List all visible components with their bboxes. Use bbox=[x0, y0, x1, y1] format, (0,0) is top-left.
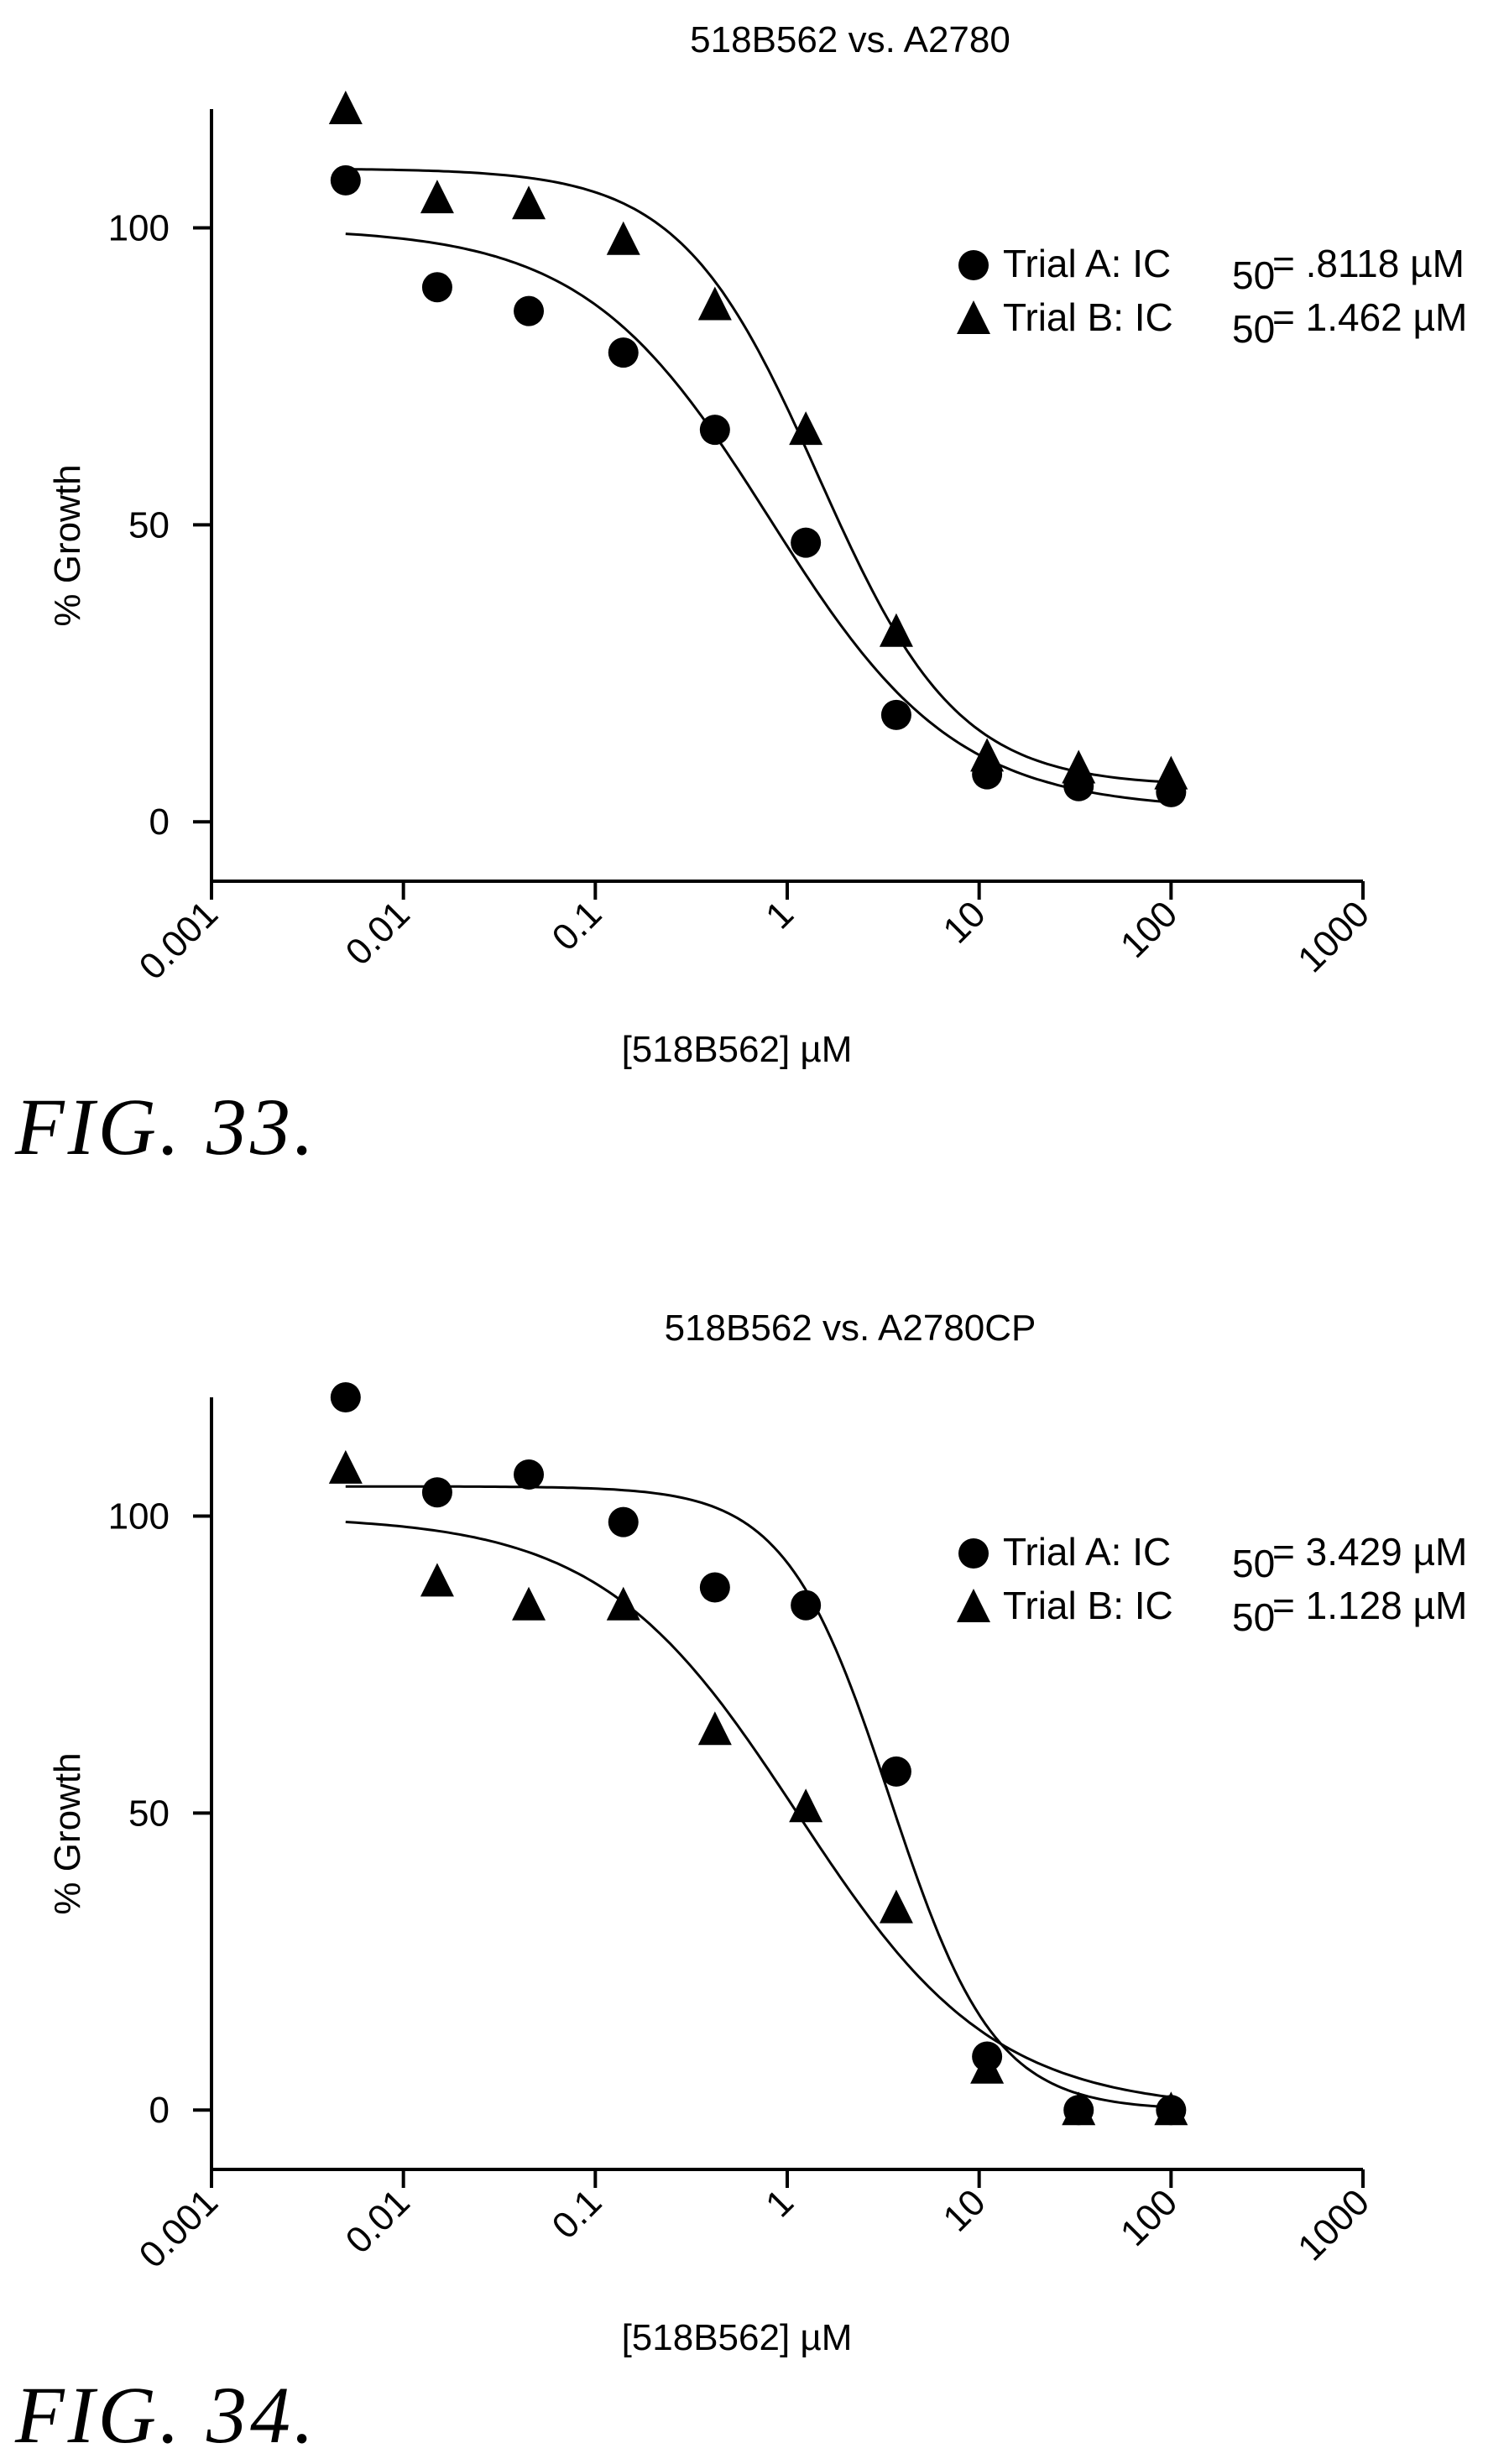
chart-title: 518B562 vs. A2780CP bbox=[665, 1308, 1036, 1349]
data-point-trial-b bbox=[512, 185, 546, 220]
data-point-trial-a bbox=[699, 415, 730, 446]
x-tick-label: 10 bbox=[935, 893, 993, 951]
data-point-trial-b bbox=[970, 2049, 1005, 2084]
figure-caption: FIG. 33. bbox=[14, 1082, 317, 1172]
data-point-trial-a bbox=[791, 527, 822, 558]
legend-subscript: 50 bbox=[1232, 253, 1275, 297]
x-tick-label: 0.001 bbox=[132, 893, 227, 988]
data-point-trial-a bbox=[608, 337, 639, 368]
data-point-trial-a bbox=[791, 1590, 822, 1621]
legend-ic50-value: = 1.462 µM bbox=[1272, 295, 1467, 339]
y-tick-label: 100 bbox=[108, 208, 170, 249]
x-tick-label: 1000 bbox=[1290, 893, 1377, 980]
chart-fig-34: 518B562 vs. A2780CP 0.001 0.01 0.1 1 10 100 100… bbox=[14, 1308, 1467, 2460]
x-tick-label: 1 bbox=[758, 2181, 801, 2225]
legend-ic50-value: = .8118 µM bbox=[1272, 242, 1465, 285]
legend-label: Trial B: IC bbox=[1003, 295, 1173, 339]
data-point-trial-b bbox=[1062, 749, 1096, 784]
data-point-trial-b bbox=[512, 1586, 546, 1621]
x-tick-label: 0.001 bbox=[132, 2181, 227, 2276]
data-point-trial-a bbox=[608, 1506, 639, 1537]
data-point-trial-a bbox=[514, 1459, 545, 1490]
data-point-trial-b bbox=[789, 1788, 823, 1823]
legend-subscript: 50 bbox=[1232, 1542, 1275, 1585]
legend-label: Trial A: IC bbox=[1003, 1530, 1171, 1574]
data-point-trial-b bbox=[970, 738, 1005, 772]
data-point-trial-a bbox=[421, 1477, 452, 1508]
data-point-trial-b bbox=[879, 1889, 913, 1924]
x-tick-label: 1000 bbox=[1290, 2181, 1377, 2268]
x-tick-label: 100 bbox=[1113, 893, 1186, 966]
data-point-trial-b bbox=[1154, 2091, 1188, 2126]
y-tick-label: 50 bbox=[128, 1793, 170, 1834]
data-point-trial-a bbox=[699, 1572, 730, 1603]
legend-marker-circle bbox=[958, 1538, 989, 1569]
y-axis-label: % Growth bbox=[47, 464, 88, 626]
y-tick-label: 0 bbox=[149, 801, 170, 843]
y-axis-label: % Growth bbox=[47, 1752, 88, 1914]
x-axis-label: [518B562] µM bbox=[622, 2317, 853, 2358]
legend-marker-triangle bbox=[957, 1589, 990, 1622]
legend-marker-triangle bbox=[957, 300, 990, 334]
data-point-trial-a bbox=[330, 164, 361, 196]
data-point-trial-a bbox=[880, 699, 911, 730]
fit-curve-trial-a bbox=[345, 1485, 1172, 2109]
data-point-trial-a bbox=[880, 1756, 911, 1787]
legend-subscript: 50 bbox=[1232, 1595, 1275, 1639]
data-point-trial-b bbox=[328, 1449, 363, 1484]
figure-caption: FIG. 34. bbox=[14, 2370, 317, 2460]
x-tick-label: 10 bbox=[935, 2181, 993, 2239]
fit-curve-trial-b bbox=[345, 1521, 1172, 2099]
data-point-trial-b bbox=[789, 411, 823, 446]
data-point-trial-a bbox=[421, 272, 452, 303]
data-point-trial-b bbox=[606, 1586, 640, 1621]
chart-fig-33: 518B562 vs. A2780 0.001 0.01 0.1 1 10 100 1000 0… bbox=[14, 19, 1467, 1172]
x-tick-label: 0.01 bbox=[338, 893, 418, 973]
legend-label: Trial A: IC bbox=[1003, 242, 1171, 285]
y-tick-label: 50 bbox=[128, 504, 170, 546]
y-tick-label: 100 bbox=[108, 1496, 170, 1537]
y-tick-label: 0 bbox=[149, 2090, 170, 2131]
data-point-trial-b bbox=[420, 1563, 454, 1597]
legend-marker-circle bbox=[958, 250, 989, 280]
data-point-trial-b bbox=[1154, 755, 1188, 790]
data-point-trial-a bbox=[330, 1382, 361, 1412]
chart-title: 518B562 vs. A2780 bbox=[690, 19, 1010, 60]
x-tick-label: 0.01 bbox=[338, 2181, 418, 2261]
data-point-trial-b bbox=[1062, 2091, 1096, 2126]
data-point-trial-a bbox=[514, 295, 545, 326]
x-tick-label: 0.1 bbox=[545, 893, 610, 958]
x-tick-label: 0.1 bbox=[545, 2181, 610, 2247]
legend-label: Trial B: IC bbox=[1003, 1584, 1173, 1627]
legend-subscript: 50 bbox=[1232, 307, 1275, 351]
data-point-trial-b bbox=[420, 180, 454, 214]
data-point-trial-b bbox=[697, 1711, 732, 1746]
fit-curve-trial-a bbox=[345, 232, 1172, 804]
data-point-trial-b bbox=[697, 286, 732, 321]
x-tick-label: 1 bbox=[758, 893, 801, 937]
x-tick-label: 100 bbox=[1113, 2181, 1186, 2254]
x-axis-label: [518B562] µM bbox=[622, 1029, 853, 1070]
data-point-trial-b bbox=[606, 221, 640, 255]
data-point-trial-b bbox=[879, 613, 913, 647]
legend-ic50-value: = 1.128 µM bbox=[1272, 1584, 1467, 1627]
fit-curve-trial-b bbox=[345, 168, 1172, 784]
legend-ic50-value: = 3.429 µM bbox=[1272, 1530, 1467, 1574]
data-point-trial-b bbox=[328, 91, 363, 124]
